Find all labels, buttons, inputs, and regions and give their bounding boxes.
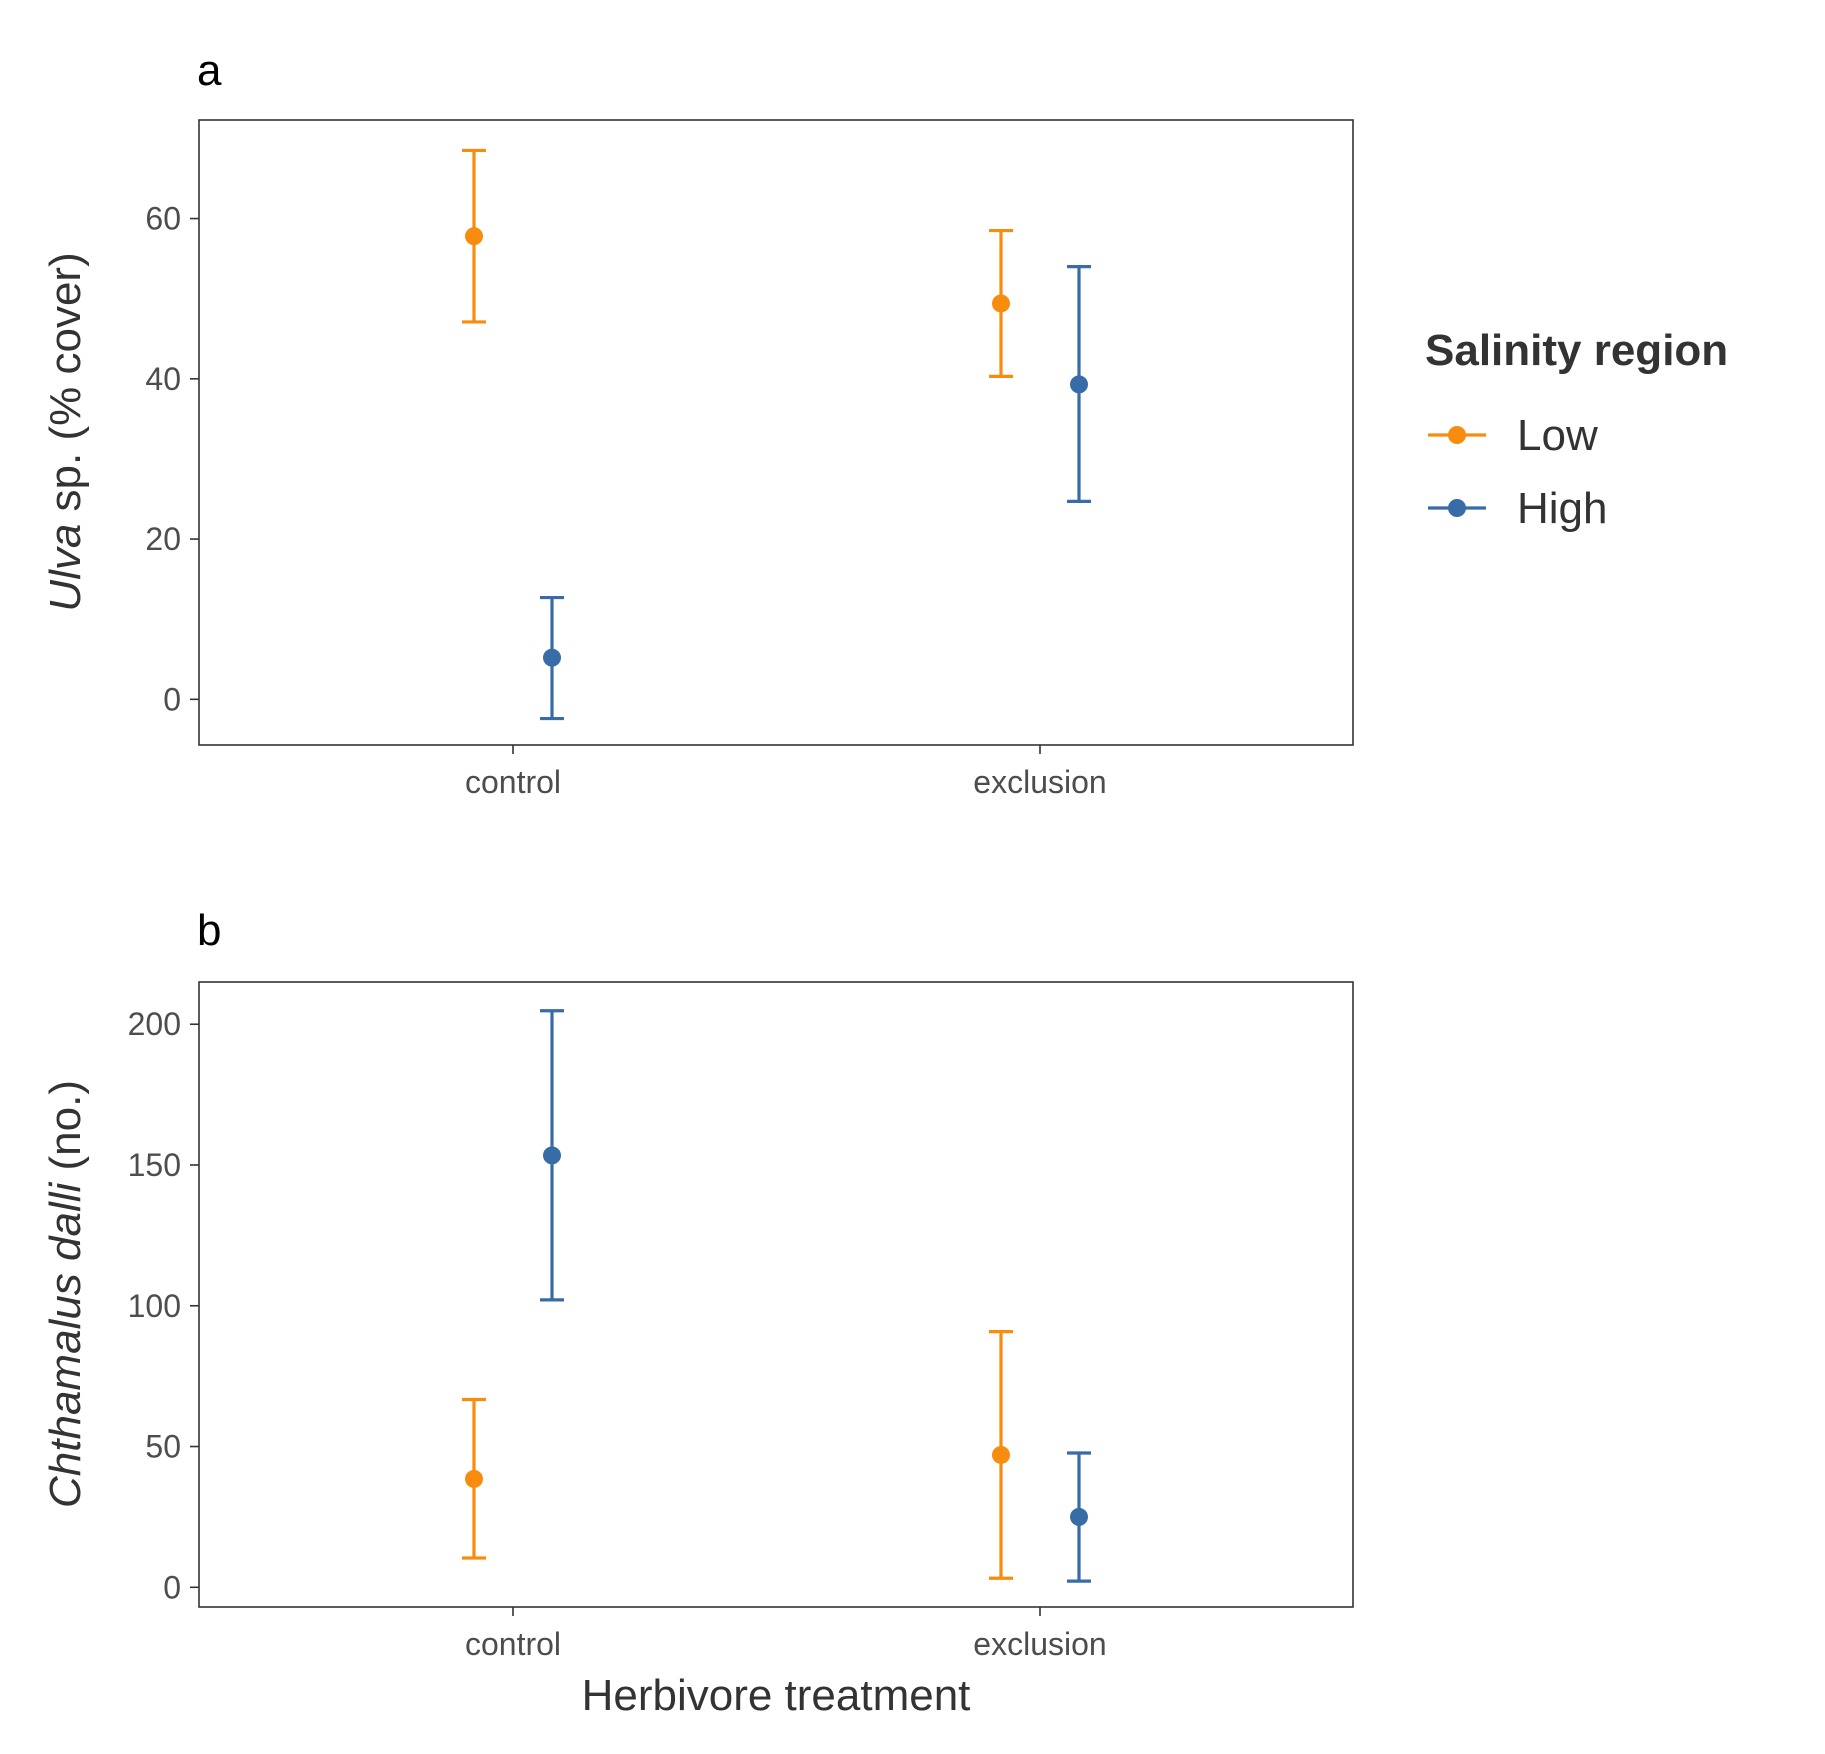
legend-item-high: High [1428, 484, 1608, 533]
y-tick-label: 100 [128, 1288, 181, 1324]
y-tick-label: 40 [145, 361, 181, 397]
errorbar-high-exclusion [1067, 265, 1091, 504]
errorbar-high-exclusion [1067, 1451, 1091, 1583]
y-tick-label: 200 [128, 1006, 181, 1042]
x-tick-label: exclusion [973, 764, 1106, 800]
y-tick-label: 0 [163, 1569, 181, 1605]
legend-key-point [1448, 426, 1466, 444]
panel-a: a 0 20 40 60 control exclusion Ulva sp. (% c… [41, 46, 1354, 800]
errorbar-high-control [540, 1009, 564, 1302]
y-tick-label: 20 [145, 521, 181, 557]
x-tick-label: control [465, 1626, 561, 1662]
panel-a-marks [462, 148, 1091, 721]
legend-item-label: High [1517, 484, 1608, 533]
mean-point [992, 1445, 1010, 1464]
panel-a-x-ticks: control exclusion [465, 745, 1107, 800]
x-axis-title: Herbivore treatment [582, 1671, 971, 1720]
panel-label-a: a [197, 46, 222, 95]
mean-point [1070, 375, 1088, 394]
panel-b-y-ticks: 0 50 100 150 200 [128, 1006, 199, 1605]
panel-b-border [198, 981, 1354, 1608]
panel-b-marks [462, 1009, 1091, 1583]
errorbar-low-exclusion [989, 228, 1013, 379]
errorbar-high-control [540, 595, 564, 721]
panel-a-y-axis-title: Ulva sp. (% cover) [41, 252, 90, 611]
mean-point [1070, 1507, 1088, 1526]
panel-a-border [198, 119, 1354, 746]
errorbar-low-control [462, 1397, 486, 1560]
panel-b-y-axis-title: Chthamalus dalli (no.) [41, 1080, 90, 1508]
mean-point [465, 227, 483, 246]
y-tick-label: 0 [163, 681, 181, 717]
legend-title: Salinity region [1425, 326, 1728, 375]
y-tick-label: 50 [145, 1429, 181, 1465]
errorbar-low-control [462, 148, 486, 324]
panel-b: b 0 50 100 150 200 control exclusion Chthamal… [41, 906, 1354, 1662]
legend-item-label: Low [1517, 411, 1598, 460]
y-tick-label: 60 [145, 201, 181, 237]
errorbar-low-exclusion [989, 1330, 1013, 1580]
mean-point [465, 1469, 483, 1488]
y-tick-label: 150 [128, 1147, 181, 1183]
panel-b-x-ticks: control exclusion [465, 1607, 1107, 1662]
mean-point [992, 294, 1010, 313]
panel-a-y-ticks: 0 20 40 60 [145, 201, 199, 717]
mean-point [543, 1146, 561, 1165]
legend: Salinity region Low High [1425, 326, 1728, 533]
x-tick-label: control [465, 764, 561, 800]
legend-key-point [1448, 499, 1466, 517]
mean-point [543, 648, 561, 667]
x-tick-label: exclusion [973, 1626, 1106, 1662]
panel-label-b: b [197, 906, 221, 955]
legend-item-low: Low [1428, 411, 1598, 460]
legend-items: Low High [1428, 411, 1608, 533]
